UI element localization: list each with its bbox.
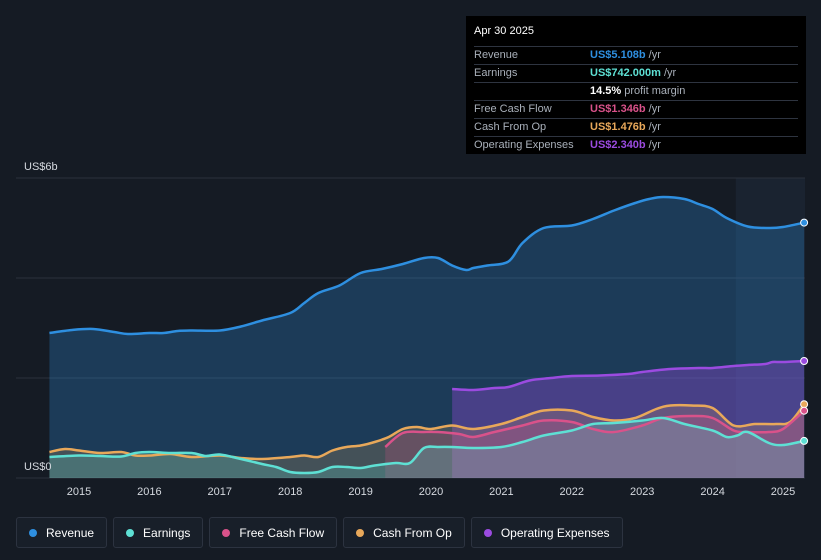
x-tick-label: 2024 [700, 486, 724, 498]
tooltip-value: US$1.346b [590, 103, 646, 115]
cash-from-op-line [49, 403, 806, 461]
legend-item-revenue[interactable]: Revenue [16, 517, 108, 548]
x-tick-label: 2016 [137, 486, 161, 498]
tooltip-label [474, 83, 590, 100]
tooltip-row: 14.5% profit margin [474, 83, 798, 101]
x-tick-label: 2015 [67, 486, 91, 498]
x-axis-ticks: 2015 2016 2017 2018 2019 2020 2021 2022 2023 2024… [67, 486, 795, 498]
x-tick-label: 2020 [419, 486, 443, 498]
earnings-endpoint [800, 436, 809, 445]
tooltip-label: Free Cash Flow [474, 103, 552, 115]
tooltip-row: Earnings US$742.000m/yr [474, 65, 798, 83]
series-areas [49, 197, 805, 478]
tooltip-row: Revenue US$5.108b/yr [474, 47, 798, 65]
legend-label: Earnings [143, 525, 191, 540]
legend-dot-icon [29, 528, 37, 537]
x-tick-label: 2019 [348, 486, 372, 498]
series-endpoints [800, 218, 809, 445]
revenue-area [49, 197, 805, 478]
free-cash-flow-endpoint [800, 406, 809, 415]
legend-item-cash-from-op[interactable]: Cash From Op [343, 517, 465, 548]
tooltip-unit: profit margin [624, 85, 686, 97]
x-tick-label: 2018 [278, 486, 302, 498]
tooltip-label: Cash From Op [474, 121, 547, 133]
tooltip-value: US$742.000m [590, 67, 661, 79]
legend-item-earnings[interactable]: Earnings [113, 517, 204, 548]
tooltip-value: US$5.108b [590, 49, 646, 61]
tooltip-unit: /yr [648, 139, 661, 151]
tooltip-row: Operating Expenses US$2.340b/yr [474, 137, 798, 154]
x-tick-label: 2017 [208, 486, 232, 498]
y-tick-label-bottom: US$0 [24, 461, 52, 473]
earnings-line [49, 416, 805, 475]
legend-item-free-cash-flow[interactable]: Free Cash Flow [209, 517, 338, 548]
legend-dot-icon [356, 528, 365, 537]
tooltip-value: 14.5% [590, 85, 622, 97]
legend-label: Cash From Op [373, 525, 452, 540]
operating-expenses-line [452, 359, 805, 392]
operating-expenses-endpoint [800, 357, 809, 365]
tooltip-label: Revenue [474, 49, 519, 61]
tooltip-unit: /yr [648, 121, 661, 133]
legend-dot-icon [126, 528, 135, 537]
revenue-line [49, 195, 805, 336]
x-tick-label: 2025 [771, 486, 795, 498]
tooltip-label: Operating Expenses [474, 139, 574, 151]
tooltip-row: Cash From Op US$1.476b/yr [474, 119, 798, 137]
y-tick-label-top: US$6b [24, 161, 58, 173]
legend-dot-icon [483, 528, 492, 537]
x-tick-label: 2023 [630, 486, 654, 498]
legend-label: Operating Expenses [500, 525, 610, 540]
legend: Revenue Earnings Free Cash Flow Cash From O… [16, 517, 623, 548]
legend-dot-icon [222, 528, 231, 537]
legend-label: Free Cash Flow [239, 525, 325, 540]
tooltip-value: US$1.476b [590, 121, 646, 133]
x-tick-label: 2021 [489, 486, 513, 498]
tooltip-row: Free Cash Flow US$1.346b/yr [474, 101, 798, 119]
tooltip-value: US$2.340b [590, 139, 646, 151]
gridlines [16, 177, 805, 479]
tooltip-unit: /yr [663, 67, 677, 79]
cash-from-op-endpoint [800, 400, 809, 409]
tooltip-label: Earnings [474, 67, 518, 79]
legend-label: Revenue [46, 525, 95, 540]
x-tick-label: 2022 [560, 486, 584, 498]
revenue-endpoint [800, 218, 809, 227]
series-lines [49, 195, 806, 475]
tooltip-date: Apr 30 2025 [474, 24, 798, 47]
tooltip-unit: /yr [648, 103, 661, 115]
tooltip-unit: /yr [648, 49, 661, 61]
tooltip-rows: Revenue US$5.108b/yr Earnings US$742.000m/y… [474, 47, 798, 154]
legend-item-operating-expenses[interactable]: Operating Expenses [470, 517, 623, 548]
tooltip: Apr 30 2025 Revenue US$5.108b/yr Earnings U… [466, 16, 806, 154]
